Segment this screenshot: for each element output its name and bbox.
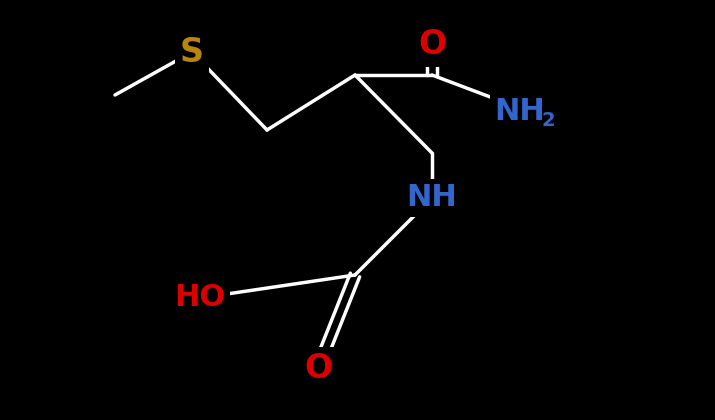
Text: NH: NH	[407, 184, 458, 213]
Text: HO: HO	[174, 284, 226, 312]
Text: S: S	[180, 36, 204, 68]
Text: 2: 2	[541, 110, 555, 129]
Text: O: O	[418, 29, 446, 61]
Text: NH: NH	[495, 97, 546, 126]
Text: O: O	[304, 352, 332, 384]
